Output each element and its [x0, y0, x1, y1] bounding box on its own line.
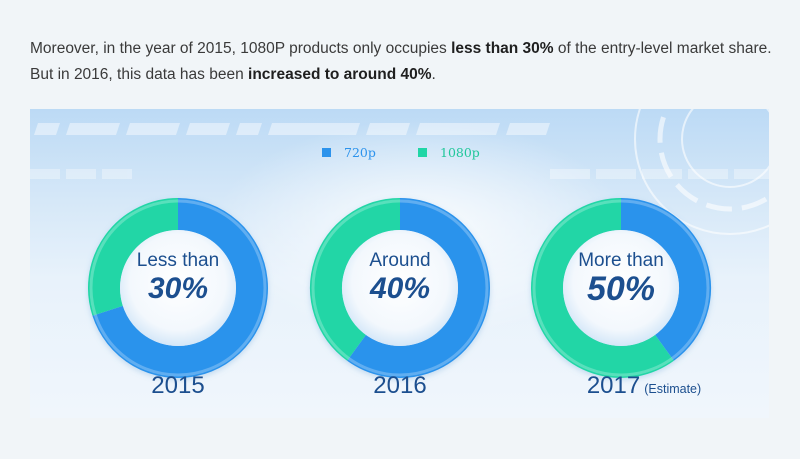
- legend-swatch-720p: [322, 147, 331, 157]
- intro-highlight-2015: less than 30%: [451, 40, 554, 57]
- year-2015: 2015: [151, 372, 205, 399]
- year-2017: 2017: [586, 372, 641, 399]
- donut-label-2016: Around 40%: [335, 250, 465, 306]
- year-label-2016: 2016: [300, 372, 500, 400]
- donut-charts: Less than 30% Around 40% More than 50% 2…: [30, 109, 769, 418]
- donut-2016: [310, 198, 490, 378]
- donut-center-2015: [120, 230, 236, 346]
- year-2017-estimate-note: (Estimate): [644, 382, 702, 396]
- slice-720p-2015: [92, 198, 268, 378]
- slice-720p-2017: [620, 198, 711, 361]
- legend-swatch-1080p: [418, 147, 427, 157]
- legend-item-720p: 720p: [322, 142, 376, 162]
- donut-label-2015-line1: Less than: [136, 250, 220, 271]
- donut-rim-2015: [89, 199, 267, 377]
- year-label-2015: 2015: [78, 372, 278, 400]
- donut-label-2015-value: 30%: [147, 272, 209, 305]
- donut-label-2016-value: 40%: [369, 272, 431, 305]
- background-decoration: [30, 109, 769, 235]
- donut-2015: [88, 198, 268, 378]
- donut-center-2017: [563, 230, 679, 346]
- legend-item-1080p: 1080p: [418, 142, 480, 162]
- chart-panel: 720p 1080p Less than 30%: [30, 109, 769, 418]
- intro-part-3: .: [431, 66, 436, 83]
- donut-rim-2016: [311, 199, 489, 377]
- intro-part-2: of the entry-level market share. But in …: [30, 40, 772, 83]
- donut-rim-2017: [532, 199, 710, 377]
- donut-label-2017-value: 50%: [586, 270, 656, 308]
- legend-label-720p: 720p: [344, 144, 376, 160]
- donut-svg: [88, 198, 711, 378]
- donut-label-2017-line1: More than: [578, 250, 664, 271]
- intro-part-1: Moreover, in the year of 2015, 1080P pro…: [30, 40, 452, 57]
- slice-1080p-2015: [88, 198, 179, 316]
- year-2016: 2016: [373, 372, 427, 399]
- legend-label-1080p: 1080p: [440, 144, 480, 160]
- donut-2017: [531, 198, 711, 378]
- donut-label-2015: Less than 30%: [113, 250, 243, 306]
- donut-label-2016-line1: Around: [369, 250, 431, 271]
- slice-1080p-2016: [310, 198, 401, 361]
- donut-label-2017: More than 50%: [556, 250, 686, 306]
- slice-720p-2016: [347, 198, 490, 378]
- intro-text: Moreover, in the year of 2015, 1080P pro…: [30, 36, 775, 88]
- slice-1080p-2017: [531, 198, 674, 378]
- intro-highlight-2016: increased to around 40%: [248, 66, 432, 83]
- donut-center-2016: [342, 230, 458, 346]
- year-label-2017: 2017 (Estimate): [544, 372, 744, 403]
- chart-legend: 720p 1080p: [30, 142, 769, 162]
